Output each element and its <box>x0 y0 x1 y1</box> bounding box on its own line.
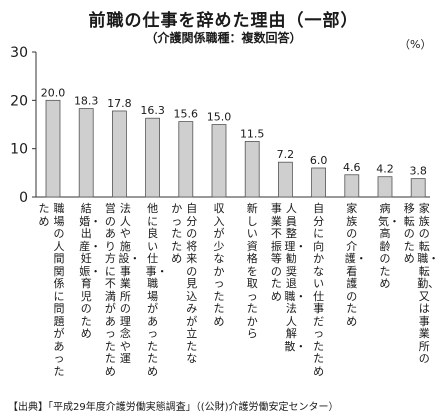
x-tick-label: 自分の将来の見込みが立たな <box>186 202 198 365</box>
x-tick-label: 家族の介護・看護のため <box>344 202 367 328</box>
x-tick-label: 営のあり方に不満があったため <box>104 202 116 378</box>
data-label: 15.0 <box>207 111 232 124</box>
bar <box>244 141 260 198</box>
x-tick-label: 他に良い仕事・職場があったため <box>145 202 168 378</box>
data-label: 4.6 <box>343 161 361 174</box>
data-label: 3.8 <box>409 165 427 178</box>
x-tick-label: 移転のため <box>403 202 415 265</box>
chart-subtitle: （介護関係職種：複数回答） <box>145 31 302 45</box>
data-label: 17.8 <box>107 97 132 110</box>
x-tick-label: 病気・高齢のため <box>378 202 400 290</box>
x-tick-label: 結婚・出産・妊娠・育児のため <box>79 202 102 340</box>
data-label: 15.6 <box>174 108 199 121</box>
y-tick-label: 30 <box>10 45 28 61</box>
x-tick-label: 収入が少なかったため <box>213 202 225 328</box>
y-tick-label: 10 <box>10 142 28 158</box>
x-tick-label: 家族の転職・転勤、又は事業所の <box>417 202 440 365</box>
bar <box>78 108 94 198</box>
bar <box>45 99 61 198</box>
bar <box>311 167 327 198</box>
bar <box>112 110 127 198</box>
x-tick-label: 新しい資格を取ったから <box>246 202 258 340</box>
bar <box>211 124 227 198</box>
x-tick-label: ため <box>38 202 50 228</box>
x-tick-label: 法人や施設・事業所の理念や運 <box>118 202 141 365</box>
x-tick-label: 事業不振等のため <box>270 202 282 303</box>
x-tick-label: かったため <box>171 202 183 265</box>
bar <box>344 174 360 198</box>
bar <box>145 117 161 198</box>
unit-label: （%） <box>399 38 432 51</box>
bar <box>277 161 293 198</box>
y-tick-label: 0 <box>19 190 28 206</box>
y-tick-label: 20 <box>10 93 28 109</box>
x-tick-label: 人員整理・勧奨退職・法人解散・ <box>284 202 307 353</box>
data-label: 4.2 <box>376 163 394 176</box>
bar <box>377 176 393 198</box>
x-tick-label: 職場の人間関係に問題があった <box>53 202 65 378</box>
data-label: 16.3 <box>140 104 165 117</box>
data-label: 20.0 <box>41 86 66 99</box>
bar <box>178 121 194 198</box>
data-label: 11.5 <box>240 127 265 140</box>
source-note: 【出典】「平成29年度介護労働実態調査」（(公財)介護労働安定センター） <box>8 402 339 413</box>
data-label: 18.3 <box>74 95 99 108</box>
chart-title: 前職の仕事を辞めた理由（一部） <box>88 11 359 31</box>
x-tick-label: 自分に向かない仕事だったため <box>313 202 325 378</box>
data-label: 6.0 <box>310 154 328 167</box>
data-label: 7.2 <box>277 148 295 161</box>
bar <box>410 178 426 198</box>
